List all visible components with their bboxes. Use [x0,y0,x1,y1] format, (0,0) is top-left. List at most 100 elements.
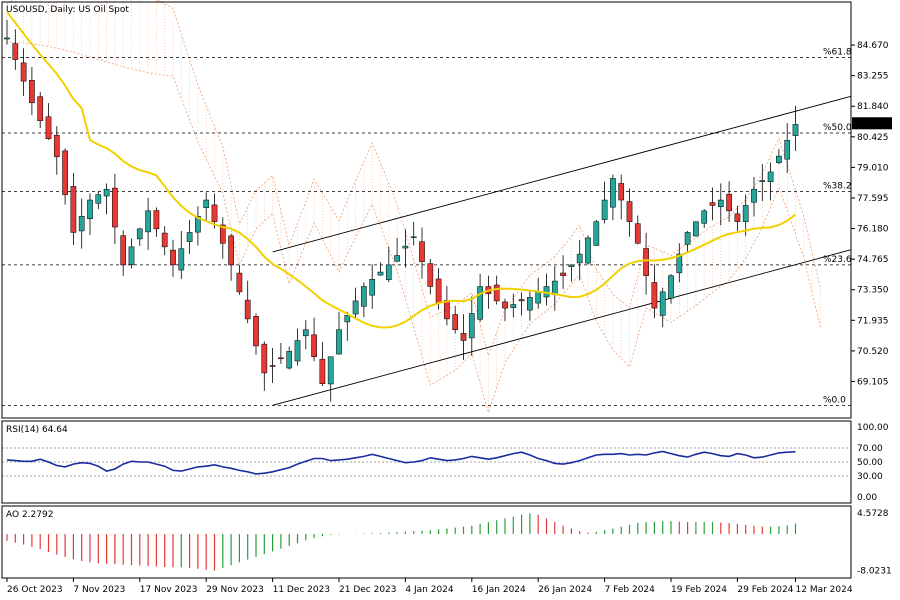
ichimoku-cloud [6,0,821,414]
candle [410,221,417,246]
price-tick-label-4: 79.010 [857,163,889,173]
candle [419,227,425,279]
cloud-edge-bottom [6,41,821,414]
ao-histogram [6,513,797,571]
candle-body [651,282,658,309]
candle-body [759,180,766,182]
candle-body [219,224,226,244]
candle-body [701,210,708,224]
candle-body [402,245,409,249]
candle [651,264,658,318]
candle-body [676,253,683,274]
price-tick-label-10: 70.520 [857,347,889,357]
panel-frame-1 [1,420,852,504]
candle [634,215,641,245]
candle [344,311,351,341]
candle [20,48,27,96]
candle [211,193,218,229]
candle-body [361,286,367,307]
candle-body [444,300,450,320]
candle-body [726,193,732,212]
candle-body [551,280,558,295]
current-price-badge [852,117,892,130]
candle-body [493,284,500,302]
candle-body [228,235,234,266]
candle-body [452,314,459,330]
candle-body [319,358,326,384]
candle-body [560,272,566,276]
candle [53,126,60,175]
candle [369,264,376,309]
candle [767,162,774,201]
candle [717,183,724,226]
candle [294,328,301,366]
candle [161,225,168,256]
candle-body [535,291,542,304]
candle [734,205,741,232]
candle-body [37,96,44,122]
candle [452,306,459,334]
candle [776,149,782,165]
candle [751,176,757,217]
candle [103,183,110,215]
candle [460,314,467,360]
date-tick-label-0: 26 Oct 2023 [7,585,63,595]
candle [136,227,143,247]
candle-body [145,210,151,233]
date-tick-label-4: 11 Dec 2023 [273,585,331,595]
candle-body [693,221,699,237]
candle-body [95,194,102,204]
candle-body [742,205,749,222]
candle [29,67,35,116]
candle [784,123,791,173]
candle [186,220,193,254]
candle-body [344,315,351,323]
price-tick-label-9: 71.935 [857,316,889,326]
candle [618,174,625,220]
candle [676,243,683,283]
candle [302,320,309,350]
fib-levels: %61.8 %50.0 %38.2 %23.6 %0.0 [2,47,852,406]
candle-body [120,235,127,266]
candle-body [643,248,649,276]
candle [269,348,276,383]
candle [278,342,284,364]
price-tick-label-3: 80.425 [857,133,889,143]
candle-body [253,316,259,347]
price-panel-title: USOUSD, Daily: US Oil Spot [6,5,129,15]
candle-body [70,186,77,233]
candle-body [585,237,591,264]
rsi-tick-label-4: 0.00 [857,493,877,503]
price-tick-label-0: 84.670 [857,41,889,51]
candle [477,273,483,322]
candle-body [112,187,118,228]
candle [385,246,392,283]
candle-body [510,304,517,308]
moving-average [6,11,797,329]
candle-body [195,215,201,233]
candle [493,275,500,305]
candle [195,206,201,246]
candle-body [336,329,342,355]
candle [668,274,674,304]
candle-body [385,264,392,280]
panel-frame-0 [1,1,852,419]
candle-body [610,178,616,208]
candle-body [435,278,442,303]
candle [244,280,251,324]
candle [543,273,550,306]
candle [236,265,243,295]
rsi-tick-label-1: 70.00 [857,444,883,454]
candle-body [659,291,666,316]
fib-label-1: %50.0 [823,123,852,133]
candle [178,231,185,279]
candle [527,291,533,321]
candle [535,277,542,309]
price-tick-label-2: 81.840 [857,102,889,112]
candle [45,103,52,140]
candle-body [87,199,93,219]
candle-body [327,356,334,385]
candle-body [427,263,434,287]
candle [170,239,176,277]
current-price-label: 81.051 [856,119,888,129]
